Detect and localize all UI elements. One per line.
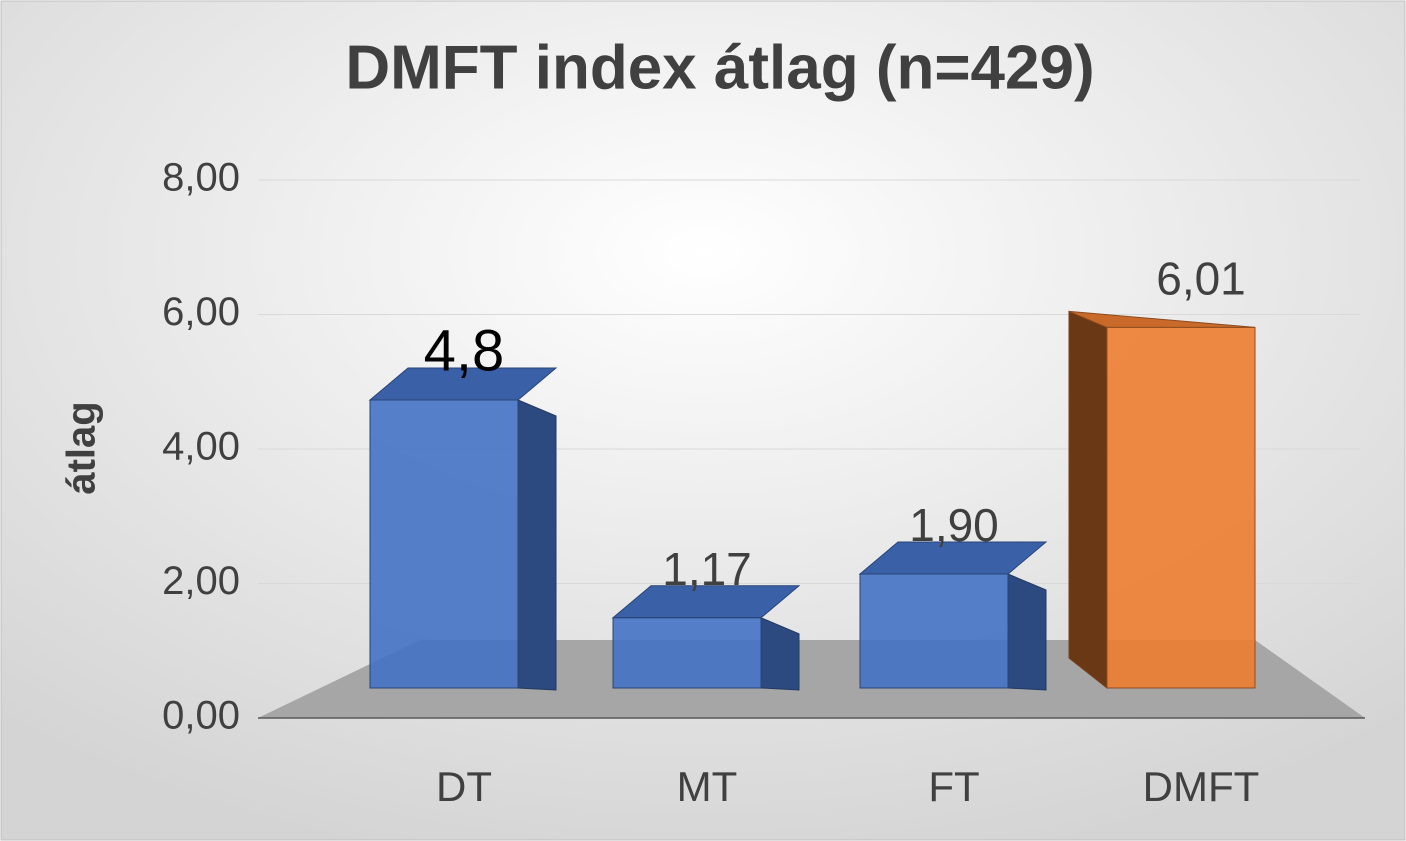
bar: [859, 573, 1009, 689]
bar: [369, 399, 519, 689]
data-label: 1,17: [662, 543, 752, 595]
bar-side: [1068, 310, 1108, 690]
bar-side: [517, 399, 557, 691]
y-tick-label: 6,00: [162, 290, 240, 334]
bar-side: [1007, 573, 1047, 691]
y-tick-label: 0,00: [162, 694, 240, 738]
x-tick-label: FT: [928, 763, 979, 810]
plot-area: 0,00 2,00 4,00 6,00 8,00 4,8 DT 1,17 MT 1,90 FT 6,0…: [162, 156, 1360, 810]
bar: [612, 617, 762, 689]
y-axis-label: átlag: [60, 401, 104, 494]
x-tick-label: DMFT: [1143, 763, 1260, 810]
x-tick-label: DT: [436, 763, 492, 810]
bar: [1106, 326, 1256, 689]
y-tick-label: 8,00: [162, 156, 240, 200]
y-tick-label: 2,00: [162, 559, 240, 603]
y-tick-label: 4,00: [162, 425, 240, 469]
data-label: 6,01: [1156, 253, 1246, 305]
x-tick-label: MT: [677, 763, 738, 810]
chart-title: DMFT index átlag (n=429): [345, 33, 1094, 102]
data-label: 4,8: [424, 318, 505, 383]
data-label: 1,90: [909, 499, 999, 551]
